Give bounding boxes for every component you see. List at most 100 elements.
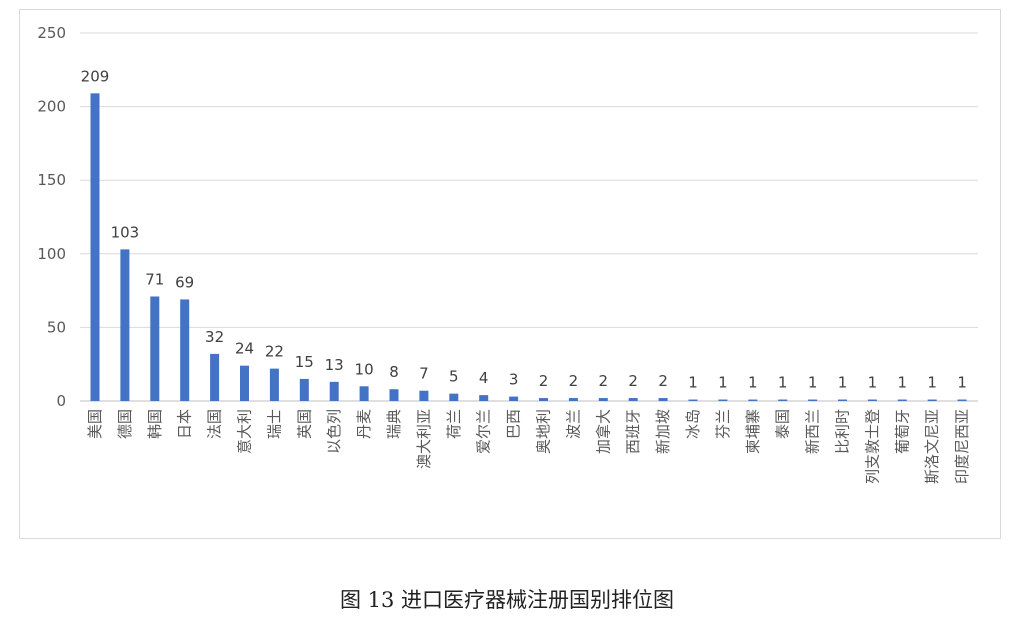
- bar: [90, 93, 100, 402]
- y-tick-label: 150: [37, 171, 66, 189]
- category-label: 芬兰: [714, 409, 732, 439]
- y-tick-label: 250: [37, 24, 66, 42]
- bar: [180, 299, 190, 401]
- data-label: 71: [145, 270, 164, 288]
- figure-caption: 图 13 进口医疗器械注册国别排位图: [339, 588, 675, 612]
- bar: [748, 399, 758, 401]
- chart-frame: [19, 9, 1001, 539]
- category-label: 印度尼西亚: [953, 409, 971, 484]
- bars: [90, 93, 967, 402]
- data-label: 4: [479, 369, 489, 387]
- data-label: 3: [509, 371, 519, 389]
- bar: [838, 399, 847, 401]
- data-label: 10: [355, 360, 374, 378]
- category-label: 法国: [206, 409, 224, 439]
- bar: [628, 398, 638, 401]
- bar: [359, 386, 369, 401]
- data-label: 2: [599, 372, 609, 390]
- bar: [688, 399, 698, 401]
- data-label: 2: [569, 372, 579, 390]
- category-label: 葡萄牙: [893, 409, 911, 454]
- bar: [658, 398, 668, 401]
- category-label: 新西兰: [804, 409, 822, 454]
- bar: [449, 393, 459, 401]
- gridlines: [80, 32, 978, 402]
- category-labels: 美国 德国 韩国 日本 法国 意大利 瑞士 英国 以色列 丹麦 瑞典 澳大利亚 荷兰 爱尔兰 巴西 奥地利 波兰…: [86, 409, 971, 484]
- bar: [240, 365, 249, 401]
- data-label: 103: [111, 223, 140, 241]
- data-label: 2: [539, 372, 549, 390]
- data-label: 1: [868, 374, 878, 392]
- bar: [867, 399, 877, 401]
- bar: [897, 399, 907, 401]
- data-label: 1: [927, 374, 937, 392]
- data-label: 1: [808, 374, 818, 392]
- y-axis-ticks: 0 50 100 150 200 250: [37, 24, 66, 410]
- bar: [598, 398, 608, 401]
- category-label: 爱尔兰: [475, 409, 493, 454]
- data-label: 24: [235, 340, 254, 358]
- category-label: 丹麦: [355, 409, 373, 439]
- data-label: 5: [449, 368, 459, 386]
- data-label: 1: [898, 374, 908, 392]
- bar: [568, 398, 578, 401]
- bar: [150, 296, 160, 401]
- bar: [299, 378, 309, 401]
- data-label: 32: [205, 328, 224, 346]
- category-label: 波兰: [564, 409, 582, 439]
- bar: [329, 381, 339, 401]
- category-label: 意大利: [236, 409, 254, 454]
- data-label: 209: [81, 67, 110, 85]
- data-label: 1: [748, 374, 758, 392]
- data-label: 69: [175, 273, 194, 291]
- data-label: 22: [265, 343, 284, 361]
- bar: [120, 249, 130, 401]
- category-label: 以色列: [325, 409, 343, 454]
- data-label: 2: [628, 372, 638, 390]
- category-label: 列支敦士登: [863, 409, 881, 484]
- bar: [210, 353, 220, 401]
- bar: [539, 398, 548, 401]
- category-label: 比利时: [834, 409, 852, 454]
- bar: [419, 390, 429, 401]
- bar: [389, 389, 399, 401]
- category-label: 瑞士: [265, 409, 283, 439]
- data-label: 15: [295, 353, 314, 371]
- y-tick-label: 200: [37, 98, 66, 116]
- data-label: 13: [325, 356, 344, 374]
- category-label: 荷兰: [445, 409, 463, 439]
- category-label: 美国: [86, 409, 104, 439]
- bar: [509, 396, 519, 401]
- category-label: 加拿大: [594, 409, 612, 454]
- data-label: 1: [718, 374, 728, 392]
- category-label: 奥地利: [535, 409, 553, 454]
- bar: [957, 399, 967, 401]
- category-label: 新加坡: [654, 409, 672, 454]
- bar: [718, 399, 728, 401]
- category-label: 韩国: [146, 409, 164, 439]
- bar: [778, 399, 788, 401]
- category-label: 澳大利亚: [415, 409, 433, 469]
- data-label: 2: [658, 372, 668, 390]
- data-label: 7: [419, 365, 429, 383]
- bar: [927, 399, 937, 401]
- category-label: 柬埔寨: [744, 409, 762, 454]
- category-label: 斯洛文尼亚: [923, 409, 941, 484]
- y-tick-label: 50: [47, 318, 66, 336]
- data-label: 1: [838, 374, 848, 392]
- bar: [808, 399, 818, 401]
- category-label: 德国: [116, 409, 134, 439]
- y-tick-label: 0: [56, 392, 66, 410]
- category-label: 日本: [176, 409, 194, 439]
- category-label: 西班牙: [624, 409, 642, 454]
- data-label: 1: [688, 374, 698, 392]
- y-tick-label: 100: [37, 245, 66, 263]
- category-label: 冰岛: [684, 409, 702, 439]
- category-label: 英国: [295, 409, 313, 439]
- data-label: 1: [778, 374, 788, 392]
- data-label: 8: [389, 363, 399, 381]
- bar: [479, 395, 489, 401]
- category-label: 瑞典: [385, 409, 403, 439]
